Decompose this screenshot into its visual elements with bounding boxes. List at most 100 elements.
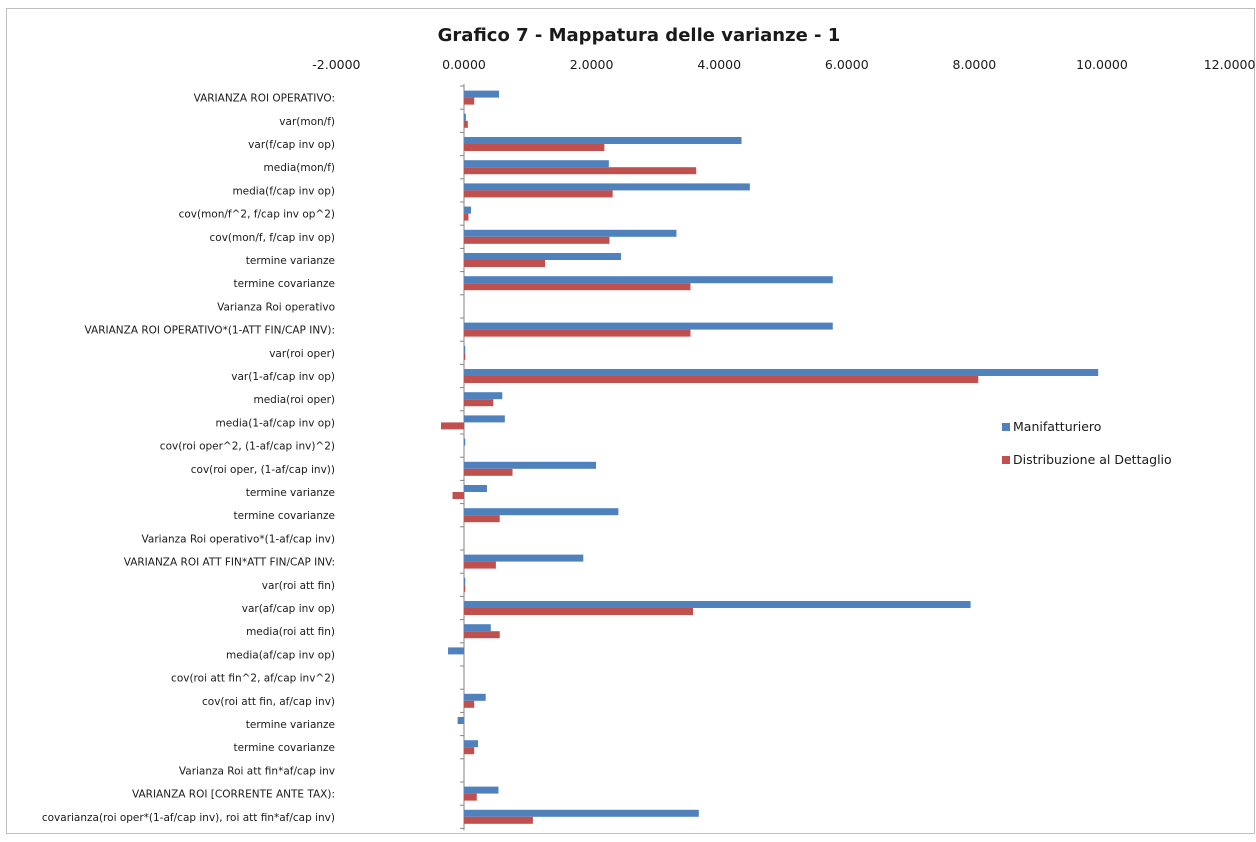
category-label: termine covarianze xyxy=(234,510,335,522)
category-label: var(mon/f) xyxy=(279,116,335,128)
x-tick-label: 6.0000 xyxy=(825,57,869,72)
bar-manifatturiero xyxy=(464,276,833,284)
category-label: Varianza Roi att fin*af/cap inv xyxy=(179,765,335,777)
chart-area: Grafico 7 - Mappatura delle varianze - 1… xyxy=(6,8,1255,834)
category-label: cov(mon/f, f/cap inv op) xyxy=(210,232,335,244)
bar-distribuzione xyxy=(464,376,979,383)
category-label: cov(mon/f^2, f/cap inv op^2) xyxy=(179,209,335,221)
bar-manifatturiero xyxy=(464,809,699,817)
bar-distribuzione xyxy=(464,515,500,523)
y-axis-categories: VARIANZA ROI OPERATIVO: var(mon/f) var(f/c… xyxy=(42,93,335,824)
x-tick-label: 4.0000 xyxy=(697,57,741,72)
bar-manifatturiero xyxy=(464,554,584,562)
bar-manifatturiero xyxy=(464,392,503,400)
bar-manifatturiero xyxy=(464,369,1099,376)
bar-distribuzione xyxy=(464,190,613,198)
category-label: VARIANZA ROI OPERATIVO*(1-ATT FIN/CAP IN… xyxy=(85,325,336,337)
bar-manifatturiero xyxy=(464,113,466,121)
chart-title: Grafico 7 - Mappatura delle varianze - 1 xyxy=(438,25,841,46)
category-label: var(roi att fin) xyxy=(262,580,335,592)
bar-manifatturiero xyxy=(464,253,621,260)
category-label: media(1-af/cap inv op) xyxy=(216,417,335,429)
bar-manifatturiero xyxy=(464,229,677,237)
chart-svg: Grafico 7 - Mappatura delle varianze - 1… xyxy=(42,25,1255,831)
bar-manifatturiero xyxy=(464,160,609,168)
bar-distribuzione xyxy=(464,608,694,615)
bar-distribuzione xyxy=(464,468,513,476)
bar-distribuzione xyxy=(441,422,464,430)
bar-manifatturiero xyxy=(464,508,619,516)
bar-distribuzione xyxy=(464,120,468,128)
bar-distribuzione xyxy=(464,584,466,592)
bar-manifatturiero xyxy=(464,485,487,492)
category-label: var(roi oper) xyxy=(269,348,335,360)
bar-manifatturiero xyxy=(464,438,466,446)
bar-distribuzione xyxy=(464,816,533,824)
bar-distribuzione xyxy=(464,561,496,569)
category-label: VARIANZA ROI ATT FIN*ATT FIN/CAP INV: xyxy=(124,557,335,569)
category-label: cov(roi att fin, af/cap inv) xyxy=(202,696,335,708)
bar-manifatturiero xyxy=(464,137,742,144)
bar-distribuzione xyxy=(464,700,475,708)
bar-manifatturiero xyxy=(448,647,464,655)
bars xyxy=(441,90,1099,824)
legend-swatch-distribuzione xyxy=(1002,456,1010,464)
bar-distribuzione xyxy=(464,167,697,175)
bar-manifatturiero xyxy=(464,322,833,330)
category-label: cov(roi att fin^2, af/cap inv^2) xyxy=(171,673,335,685)
legend: Manifatturiero Distribuzione al Dettagli… xyxy=(1002,419,1172,467)
bar-distribuzione xyxy=(464,144,605,151)
category-label: VARIANZA ROI OPERATIVO: xyxy=(194,93,335,105)
bar-distribuzione xyxy=(464,352,466,360)
bar-manifatturiero xyxy=(464,90,500,98)
bar-distribuzione xyxy=(464,97,475,105)
legend-label-distribuzione: Distribuzione al Dettaglio xyxy=(1013,452,1172,467)
bar-distribuzione xyxy=(464,236,610,244)
category-label: cov(roi oper, (1-af/cap inv)) xyxy=(191,464,335,476)
bar-distribuzione xyxy=(464,747,475,755)
bar-manifatturiero xyxy=(464,345,466,353)
category-label: Varianza Roi operativo*(1-af/cap inv) xyxy=(142,533,335,545)
legend-swatch-manifatturiero xyxy=(1002,423,1010,431)
bar-manifatturiero xyxy=(457,717,464,724)
bar-manifatturiero xyxy=(464,461,597,469)
bar-manifatturiero xyxy=(464,601,971,608)
category-label: var(f/cap inv op) xyxy=(248,139,335,151)
x-tick-label: 2.0000 xyxy=(570,57,614,72)
bar-manifatturiero xyxy=(464,206,472,214)
category-label: VARIANZA ROI [CORRENTE ANTE TAX): xyxy=(132,789,335,801)
bar-distribuzione xyxy=(452,492,464,499)
bar-manifatturiero xyxy=(464,786,499,794)
category-label: cov(roi oper^2, (1-af/cap inv)^2) xyxy=(160,441,335,453)
category-label: termine varianze xyxy=(246,255,335,267)
category-label: termine varianze xyxy=(246,719,335,731)
category-label: media(af/cap inv op) xyxy=(226,649,335,661)
bar-manifatturiero xyxy=(464,740,479,748)
x-tick-label: 0.0000 xyxy=(442,57,486,72)
bar-distribuzione xyxy=(464,631,500,639)
bar-manifatturiero xyxy=(464,577,466,585)
category-label: termine covarianze xyxy=(234,278,335,290)
bar-distribuzione xyxy=(464,283,691,291)
legend-label-manifatturiero: Manifatturiero xyxy=(1013,419,1101,434)
category-label: covarianza(roi oper*(1-af/cap inv), roi … xyxy=(42,812,335,824)
x-axis: -2.0000 0.0000 2.0000 4.0000 6.0000 8.0000 10.… xyxy=(312,57,1255,831)
category-label: media(roi att fin) xyxy=(246,626,335,638)
bar-manifatturiero xyxy=(464,183,750,191)
category-label: Varianza Roi operativo xyxy=(217,301,335,313)
category-label: media(f/cap inv op) xyxy=(232,185,335,197)
x-tick-label: -2.0000 xyxy=(312,57,360,72)
bar-distribuzione xyxy=(464,399,494,407)
bar-distribuzione xyxy=(464,213,469,221)
category-label: var(af/cap inv op) xyxy=(242,603,335,615)
bar-distribuzione xyxy=(464,329,691,337)
x-tick-label: 8.0000 xyxy=(953,57,997,72)
category-label: termine covarianze xyxy=(234,742,335,754)
category-label: media(mon/f) xyxy=(264,162,335,174)
bar-distribuzione xyxy=(464,260,546,267)
category-label: var(1-af/cap inv op) xyxy=(231,371,335,383)
category-label: termine varianze xyxy=(246,487,335,499)
x-tick-label: 10.0000 xyxy=(1076,57,1128,72)
bar-manifatturiero xyxy=(464,624,491,632)
bar-manifatturiero xyxy=(464,693,486,701)
